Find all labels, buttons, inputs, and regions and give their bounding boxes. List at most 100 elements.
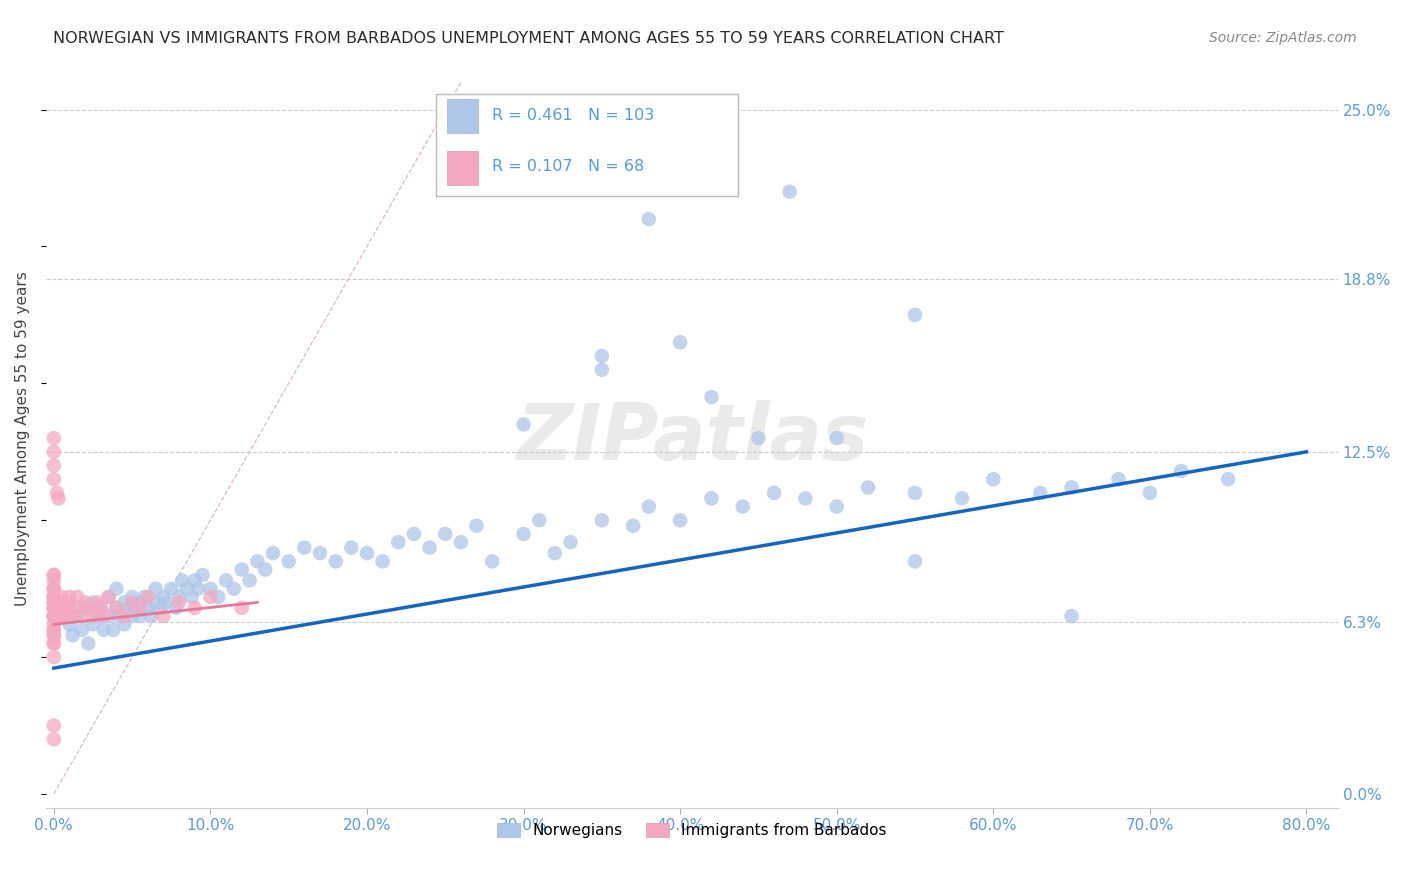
Point <box>42 590 65 604</box>
Point <box>42 600 65 615</box>
Point <box>112 595 135 609</box>
Point <box>82 609 104 624</box>
Point <box>118 600 141 615</box>
Point <box>58 590 80 604</box>
Point <box>105 600 128 615</box>
Point <box>465 116 488 130</box>
Point <box>402 527 425 541</box>
Point <box>450 535 472 549</box>
Point <box>42 636 65 650</box>
Point <box>93 623 115 637</box>
Point <box>145 582 167 596</box>
Point <box>904 486 927 500</box>
Point <box>105 600 128 615</box>
Point <box>58 595 80 609</box>
Point <box>97 590 120 604</box>
Point <box>134 590 156 604</box>
Point <box>121 609 143 624</box>
Point <box>560 535 582 549</box>
Point <box>42 600 65 615</box>
Point <box>187 582 209 596</box>
Point <box>58 600 80 615</box>
Point <box>51 595 73 609</box>
Point <box>82 617 104 632</box>
Point <box>231 600 253 615</box>
Point <box>200 582 222 596</box>
Point <box>86 609 108 624</box>
Point <box>512 417 534 432</box>
Point <box>97 590 120 604</box>
Point <box>42 590 65 604</box>
Point <box>434 108 457 122</box>
Point <box>42 718 65 732</box>
Point <box>121 595 143 609</box>
Point <box>950 491 973 506</box>
Point <box>419 541 441 555</box>
Point <box>904 308 927 322</box>
Point <box>129 600 152 615</box>
Point <box>42 582 65 596</box>
Point <box>165 600 187 615</box>
Point <box>149 600 172 615</box>
Point <box>42 582 65 596</box>
Point <box>42 600 65 615</box>
Point <box>42 623 65 637</box>
Point <box>105 582 128 596</box>
Point <box>1060 609 1083 624</box>
Point <box>75 600 97 615</box>
Point <box>90 600 112 615</box>
Point <box>70 609 93 624</box>
Point <box>207 590 229 604</box>
Point <box>136 600 159 615</box>
Point <box>42 650 65 665</box>
Point <box>112 617 135 632</box>
Point <box>112 609 135 624</box>
Point <box>58 617 80 632</box>
Point <box>669 513 692 527</box>
Point <box>309 546 332 560</box>
Point <box>325 554 347 568</box>
Point <box>155 595 177 609</box>
Point <box>49 609 72 624</box>
Point <box>42 458 65 473</box>
Point <box>637 500 659 514</box>
Point <box>254 563 277 577</box>
Point <box>222 582 245 596</box>
Point <box>544 546 567 560</box>
Point <box>262 546 284 560</box>
Point <box>238 574 260 588</box>
Point <box>1108 472 1130 486</box>
Point <box>66 609 89 624</box>
Point <box>825 431 848 445</box>
Point <box>51 609 73 624</box>
Point <box>904 554 927 568</box>
Point <box>42 732 65 747</box>
Point <box>121 590 143 604</box>
Point <box>129 609 152 624</box>
Point <box>152 609 174 624</box>
Point <box>42 628 65 642</box>
Point <box>51 590 73 604</box>
Point <box>90 600 112 615</box>
Point <box>42 609 65 624</box>
Point <box>183 600 205 615</box>
Point <box>42 568 65 582</box>
Point <box>48 600 70 615</box>
Point <box>55 609 77 624</box>
Point <box>62 628 84 642</box>
Point <box>51 609 73 624</box>
Point <box>62 609 84 624</box>
Text: Source: ZipAtlas.com: Source: ZipAtlas.com <box>1209 31 1357 45</box>
Point <box>825 500 848 514</box>
Point <box>42 595 65 609</box>
Point <box>1170 464 1192 478</box>
Point <box>48 491 70 506</box>
Point <box>637 212 659 227</box>
Point <box>42 628 65 642</box>
Point <box>53 600 76 615</box>
Point <box>42 617 65 632</box>
Point <box>42 582 65 596</box>
Point <box>176 582 198 596</box>
Point <box>108 609 131 624</box>
Point <box>42 445 65 459</box>
